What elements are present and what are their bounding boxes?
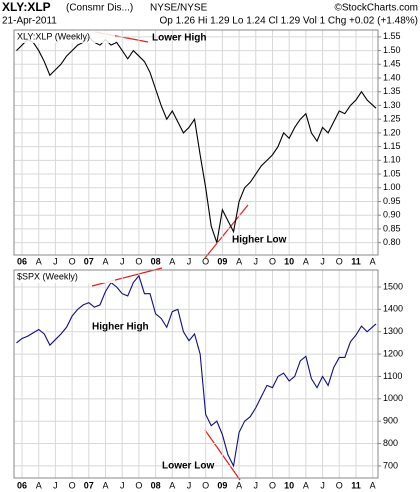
date: 21-Apr-2011 bbox=[2, 16, 57, 27]
x-tick-label: J bbox=[120, 480, 125, 490]
y-tick-label: 1200 bbox=[383, 348, 403, 358]
y-tick-label: 1300 bbox=[383, 326, 403, 336]
annotation: Lower Low bbox=[162, 461, 214, 472]
annotation: Higher Low bbox=[232, 235, 287, 246]
x-tick-label: O bbox=[202, 480, 209, 490]
x-tick-label: 11 bbox=[351, 256, 361, 266]
x-tick-label: A bbox=[303, 480, 309, 490]
y-tick-label: 700 bbox=[383, 460, 398, 470]
y-tick-label: 1400 bbox=[383, 304, 403, 314]
y-tick-label: 1.40 bbox=[383, 72, 401, 82]
x-tick-label: 06 bbox=[17, 480, 27, 490]
y-tick-label: 0.95 bbox=[383, 196, 401, 206]
legend-bg bbox=[15, 31, 115, 43]
x-tick-label: O bbox=[269, 256, 276, 266]
trend-line bbox=[204, 204, 249, 259]
x-tick-label: 10 bbox=[284, 256, 294, 266]
x-tick-label: 10 bbox=[284, 480, 294, 490]
y-tick-label: 1.30 bbox=[383, 100, 401, 110]
x-tick-label: 07 bbox=[84, 256, 94, 266]
y-tick-label: 1000 bbox=[383, 393, 403, 403]
x-tick-label: 09 bbox=[217, 480, 227, 490]
x-tick-label: A bbox=[102, 256, 108, 266]
x-tick-label: J bbox=[320, 480, 325, 490]
x-tick-label: J bbox=[320, 256, 325, 266]
x-tick-label: O bbox=[135, 256, 142, 266]
x-tick-label: A bbox=[36, 480, 42, 490]
panel-frame bbox=[13, 269, 379, 479]
y-tick-label: 1.25 bbox=[383, 114, 401, 124]
x-tick-label: A bbox=[370, 480, 376, 490]
legend-label: XLY:XLP (Weekly) bbox=[17, 31, 90, 41]
panel-frame bbox=[13, 29, 379, 256]
x-tick-label: 06 bbox=[17, 256, 27, 266]
x-tick-label: A bbox=[236, 480, 242, 490]
y-tick-label: 1.05 bbox=[383, 168, 401, 178]
x-tick-label: 11 bbox=[351, 480, 361, 490]
price-line bbox=[16, 274, 377, 468]
y-tick-label: 1.35 bbox=[383, 86, 401, 96]
y-tick-label: 0.90 bbox=[383, 210, 401, 220]
x-tick-label: O bbox=[336, 480, 343, 490]
x-tick-label: 07 bbox=[84, 480, 94, 490]
exchange: NYSE/NYSE bbox=[150, 3, 208, 14]
y-tick-label: 900 bbox=[383, 416, 398, 426]
y-tick-label: 1.45 bbox=[383, 59, 401, 69]
x-tick-label: A bbox=[370, 256, 376, 266]
y-tick-label: 1.10 bbox=[383, 155, 401, 165]
annotation: Higher High bbox=[92, 322, 149, 333]
x-tick-label: O bbox=[269, 480, 276, 490]
x-tick-label: O bbox=[135, 480, 142, 490]
y-tick-label: 0.85 bbox=[383, 223, 401, 233]
symbol: XLY:XLP bbox=[2, 0, 51, 14]
x-tick-label: 08 bbox=[151, 480, 161, 490]
x-tick-label: O bbox=[69, 256, 76, 266]
x-tick-label: J bbox=[187, 256, 192, 266]
x-tick-label: 08 bbox=[151, 256, 161, 266]
x-tick-label: J bbox=[254, 256, 259, 266]
annotation: Lower High bbox=[152, 33, 206, 44]
y-tick-label: 1100 bbox=[383, 371, 402, 381]
legend-bg bbox=[15, 271, 115, 283]
x-tick-label: O bbox=[336, 256, 343, 266]
y-tick-label: 1500 bbox=[383, 281, 403, 291]
price-line bbox=[16, 36, 377, 243]
x-tick-label: J bbox=[254, 480, 259, 490]
x-tick-label: A bbox=[36, 256, 42, 266]
y-tick-label: 1.15 bbox=[383, 141, 401, 151]
y-tick-label: 1.55 bbox=[383, 31, 401, 41]
y-tick-label: 0.80 bbox=[383, 237, 401, 247]
y-tick-label: 1.20 bbox=[383, 127, 401, 137]
x-tick-label: A bbox=[102, 480, 108, 490]
x-tick-label: J bbox=[53, 256, 58, 266]
y-tick-label: 1.50 bbox=[383, 45, 401, 55]
x-tick-label: J bbox=[53, 480, 58, 490]
source: ©StockCharts.com bbox=[334, 3, 418, 14]
x-tick-label: 09 bbox=[217, 256, 227, 266]
x-tick-label: O bbox=[202, 256, 209, 266]
x-tick-label: J bbox=[120, 256, 125, 266]
y-tick-label: 800 bbox=[383, 438, 398, 448]
x-tick-label: A bbox=[236, 256, 242, 266]
x-tick-label: A bbox=[303, 256, 309, 266]
x-tick-label: J bbox=[187, 480, 192, 490]
quote: Op 1.26 Hi 1.29 Lo 1.24 Cl 1.29 Vol 1 Ch… bbox=[159, 16, 418, 27]
y-tick-label: 1.00 bbox=[383, 182, 401, 192]
symbol-name: (Consmr Dis...) bbox=[66, 3, 133, 14]
x-tick-label: A bbox=[169, 480, 175, 490]
x-tick-label: O bbox=[69, 480, 76, 490]
x-tick-label: A bbox=[169, 256, 175, 266]
legend-label: $SPX (Weekly) bbox=[17, 271, 78, 281]
